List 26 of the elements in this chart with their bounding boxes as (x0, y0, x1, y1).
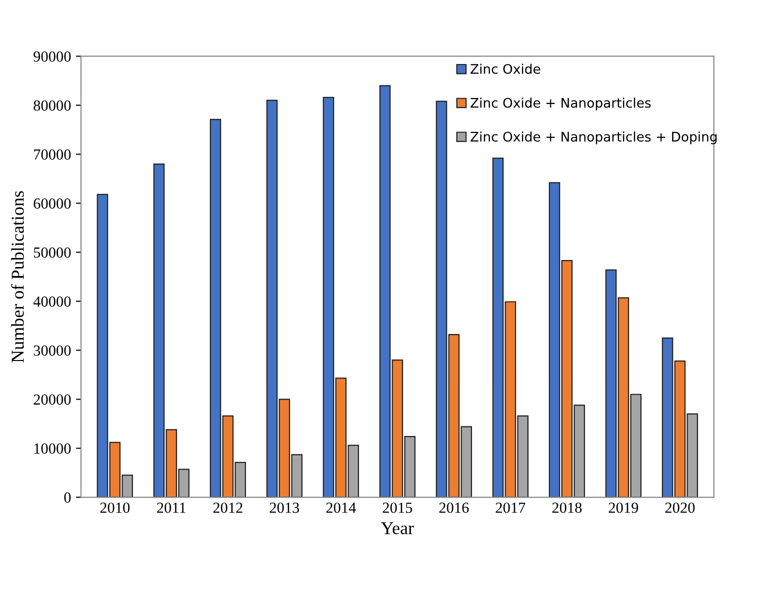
x-tick-label: 2016 (439, 502, 469, 513)
y-tick-label: 90000 (34, 51, 71, 62)
y-tick-label: 80000 (34, 100, 71, 111)
x-tick-label: 2020 (665, 502, 695, 513)
y-tick-label: 20000 (34, 394, 71, 405)
x-tick-label: 2011 (157, 502, 186, 513)
legend-label: Zinc Oxide + Nanoparticles + Doping (470, 131, 717, 144)
x-tick-label: 2014 (326, 502, 356, 513)
y-tick-label: 0 (64, 492, 71, 503)
x-tick-label: 2015 (382, 502, 412, 513)
y-tick-label: 60000 (34, 198, 71, 209)
x-tick-label: 2019 (608, 502, 638, 513)
x-axis-title: Year (380, 522, 414, 534)
x-tick-label: 2018 (552, 502, 582, 513)
x-tick-label: 2017 (496, 502, 526, 513)
y-tick-label: 50000 (34, 247, 71, 258)
legend-label: Zinc Oxide (470, 64, 540, 74)
x-tick-label: 2010 (100, 502, 130, 513)
y-tick-label: 40000 (33, 296, 71, 307)
y-tick-label: 30000 (34, 345, 71, 356)
x-tick-label: 2013 (270, 502, 300, 513)
legend-label: Zinc Oxide + Nanoparticles (470, 98, 651, 110)
y-tick-label: 70000 (34, 149, 71, 160)
x-tick-label: 2012 (213, 502, 242, 513)
y-axis-title: Number of Publications (10, 191, 24, 362)
y-tick-label: 10000 (34, 443, 71, 454)
